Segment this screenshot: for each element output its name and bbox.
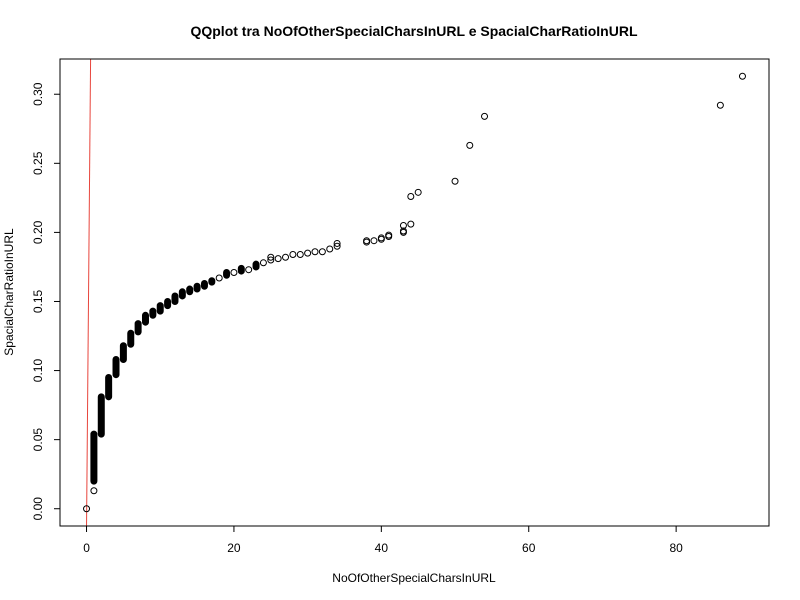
y-tick-label: 0.15: [31, 289, 45, 313]
point-run-2: [105, 373, 113, 401]
y-tick-label: 0.00: [31, 497, 45, 521]
data-point: [407, 220, 415, 228]
data-point: [289, 251, 297, 259]
data-point: [466, 141, 474, 149]
point-run-4: [119, 342, 127, 364]
data-point: [282, 253, 290, 261]
data-point: [363, 237, 371, 245]
data-point: [414, 188, 422, 196]
point-run-9: [156, 302, 164, 315]
point-run-0: [90, 430, 98, 485]
data-point: [230, 268, 238, 276]
x-tick-label: 60: [522, 541, 536, 555]
point-run-8: [149, 307, 157, 319]
data-point: [326, 245, 334, 253]
y-tick-label: 0.20: [31, 220, 45, 244]
x-axis: 0 20 40 60 80: [83, 526, 683, 555]
point-run-15: [200, 280, 208, 290]
x-tick-label: 80: [669, 541, 683, 555]
point-run-19: [252, 260, 260, 271]
x-tick-label: 20: [227, 541, 241, 555]
y-tick-label: 0.05: [31, 428, 45, 452]
data-point: [267, 256, 275, 264]
data-points: [83, 72, 746, 513]
point-run-11: [171, 292, 179, 305]
data-point: [377, 234, 385, 242]
point-run-1: [97, 393, 105, 438]
point-run-13: [186, 285, 194, 296]
y-tick-label: 0.10: [31, 359, 45, 383]
data-point: [274, 255, 282, 263]
plot-frame: [59, 58, 770, 527]
data-point: [481, 112, 489, 120]
point-run-18: [237, 264, 245, 275]
data-point: [259, 259, 267, 267]
data-point: [304, 249, 312, 257]
point-run-12: [178, 288, 186, 300]
data-point: [738, 72, 746, 80]
reference-line: [86, 58, 92, 527]
chart-title: QQplot tra NoOfOtherSpecialCharsInURL e …: [190, 23, 637, 39]
data-point: [399, 221, 407, 229]
data-point: [215, 274, 223, 282]
data-point: [267, 253, 275, 261]
data-point: [296, 251, 304, 259]
x-tick-label: 40: [375, 541, 389, 555]
data-point: [245, 266, 253, 274]
data-point: [407, 192, 415, 200]
reference-line-group: [86, 58, 92, 527]
point-run-16: [208, 277, 216, 286]
y-tick-label: 0.30: [31, 82, 45, 106]
data-point: [311, 248, 319, 256]
data-point: [318, 248, 326, 256]
point-run-14: [193, 282, 201, 293]
y-tick-label: 0.25: [31, 151, 45, 175]
point-run-5: [127, 329, 135, 348]
x-tick-label: 0: [83, 541, 90, 555]
data-point: [333, 239, 341, 247]
data-point: [716, 101, 724, 109]
data-point: [90, 487, 98, 495]
point-run-10: [164, 297, 172, 310]
data-point: [333, 242, 341, 250]
y-axis: 0.00 0.05 0.10 0.15 0.20 0.25 0.30: [31, 82, 60, 520]
point-run-7: [141, 311, 149, 326]
y-axis-label: SpacialCharRatioInURL: [2, 228, 16, 356]
point-run-3: [112, 356, 120, 379]
x-axis-label: NoOfOtherSpecialCharsInURL: [332, 571, 496, 585]
data-point: [451, 177, 459, 185]
data-point: [370, 237, 378, 245]
data-point: [385, 231, 393, 239]
data-point: [83, 505, 91, 513]
point-run-17: [223, 268, 231, 279]
point-run-6: [134, 320, 142, 336]
